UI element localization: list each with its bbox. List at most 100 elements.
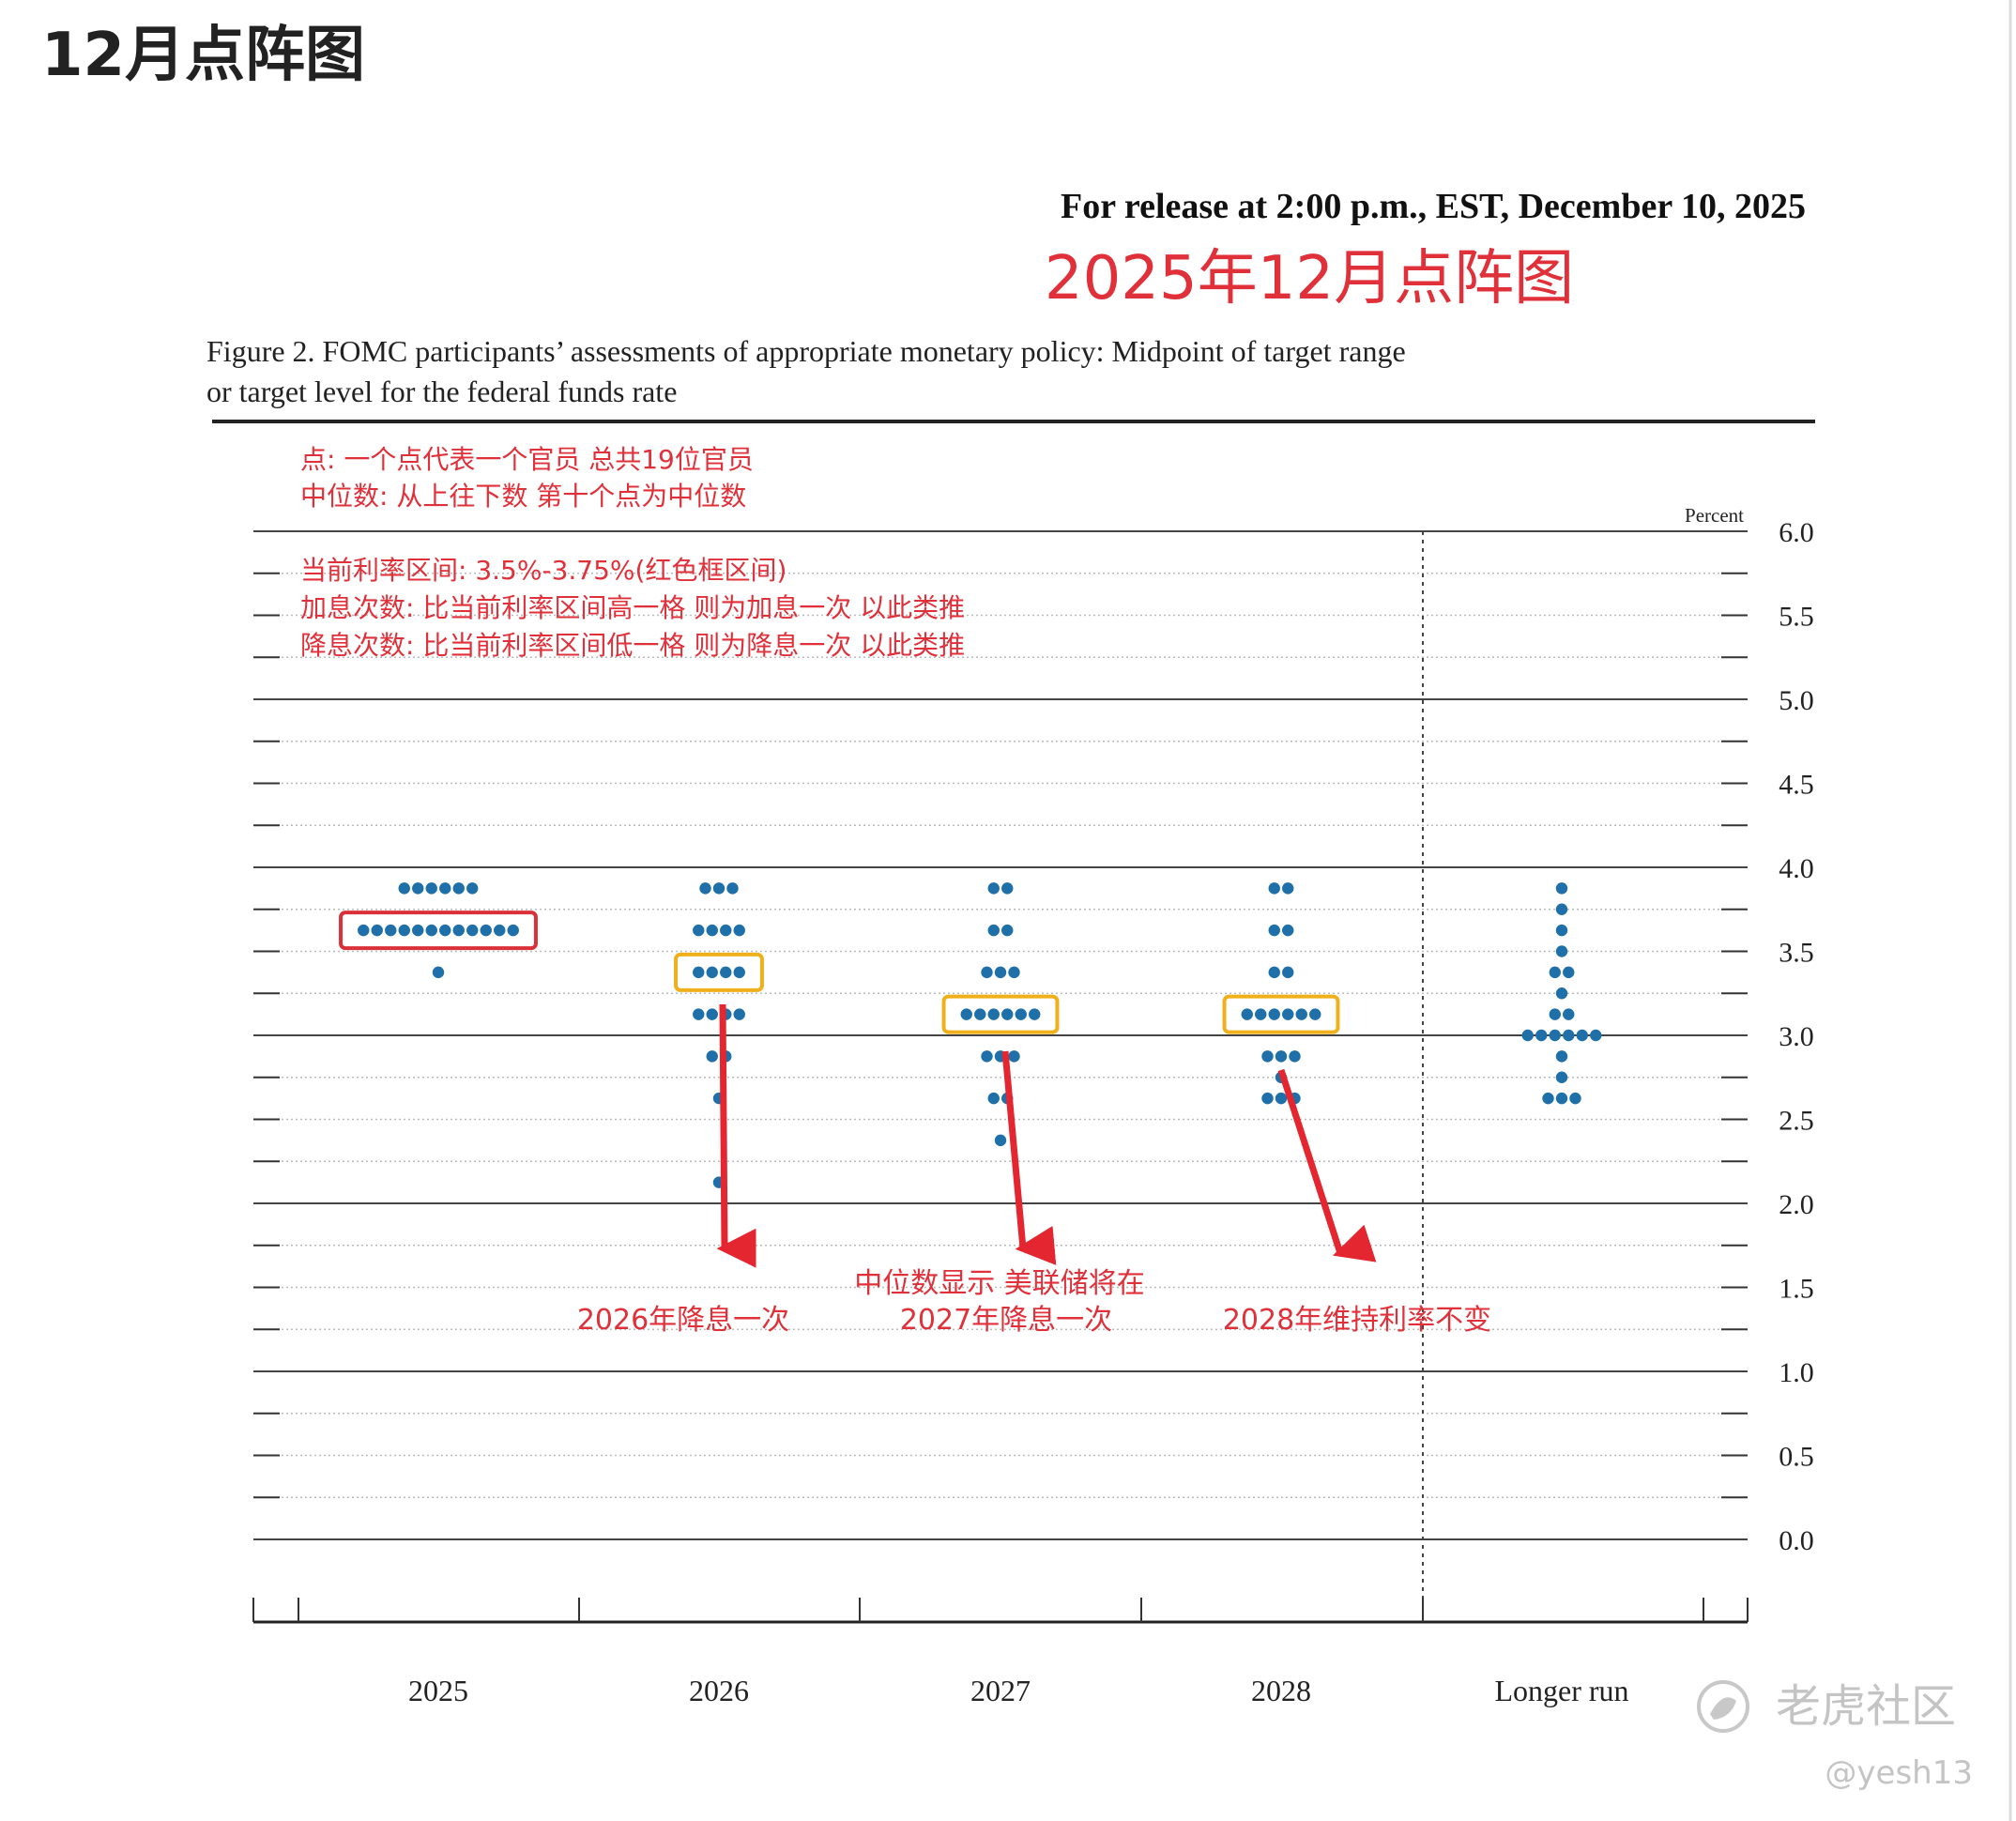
x-tick-label: 2026 — [689, 1674, 749, 1707]
x-tick-label: 2027 — [970, 1674, 1031, 1707]
chart-dot — [371, 924, 383, 937]
chart-dot — [1549, 1029, 1561, 1042]
chart-dot — [1282, 1008, 1294, 1020]
y-tick-label: 1.0 — [1779, 1357, 1814, 1388]
chart-dot — [1555, 882, 1568, 895]
chart-dot — [385, 924, 397, 937]
x-axis: 2025 2026 2027 2028 Longer run — [252, 1598, 1749, 1707]
chart-dot — [1261, 1092, 1274, 1105]
chart-dot — [726, 882, 739, 895]
watermark-brand: 老虎社区 — [1776, 1680, 1956, 1733]
y-tick-label: 2.5 — [1779, 1106, 1814, 1137]
watermark: 老虎社区 @yesh13 — [1697, 1680, 1973, 1792]
chart-dot — [1590, 1029, 1602, 1042]
chart-dot — [1555, 924, 1568, 937]
chart-dot — [987, 882, 1000, 895]
x-tick-label: 2028 — [1251, 1674, 1311, 1707]
arrow-2028 — [1277, 1068, 1377, 1262]
chart-dot — [1555, 1092, 1568, 1105]
chart-dot — [439, 924, 451, 937]
y-tick-label: 3.5 — [1779, 938, 1814, 969]
chart-dot — [1275, 1092, 1288, 1105]
highlight-boxes — [339, 910, 1340, 1034]
chart-dot — [1268, 924, 1280, 937]
headline-cn: 2025年12月点阵图 — [1045, 244, 1574, 314]
chart-dot — [712, 882, 725, 895]
chart-dot — [1282, 882, 1294, 895]
figure-caption-line2: or target level for the federal funds ra… — [206, 375, 677, 408]
annotation-2027-line1: 中位数显示 美联储将在 — [854, 1267, 1145, 1300]
chart-dot — [466, 924, 479, 937]
chart-dot — [1001, 1008, 1014, 1020]
chart-dot — [507, 924, 519, 937]
chart-dot — [1015, 1008, 1027, 1020]
chart-dot — [994, 1134, 1007, 1147]
y-axis-unit: Percent — [1685, 504, 1744, 527]
chart-dot — [432, 966, 445, 979]
y-tick-label: 6.0 — [1779, 517, 1814, 548]
median-box — [674, 952, 764, 992]
chart-dot — [358, 924, 370, 937]
chart-dot — [733, 966, 745, 979]
chart-dot — [733, 1008, 745, 1020]
chart-dot — [693, 1008, 705, 1020]
chart-dot — [693, 966, 705, 979]
y-tick-label: 3.0 — [1779, 1021, 1814, 1052]
chart-dot — [987, 924, 1000, 937]
chart-dot — [720, 924, 732, 937]
tiger-logo-icon — [1697, 1680, 1749, 1733]
chart-dot — [1268, 882, 1280, 895]
note-hike-rule: 加息次数: 比当前利率区间高一格 则为加息一次 以此类推 — [300, 592, 965, 623]
chart-dot — [1001, 924, 1014, 937]
chart-dot — [1555, 945, 1568, 957]
x-tick-label: 2025 — [408, 1674, 468, 1707]
y-axis-labels: 0.0 0.5 1.0 1.5 2.0 2.5 3.0 3.5 4.0 4.5 5.0 5.5 6.0 — [1779, 517, 1814, 1556]
chart-dot — [1282, 924, 1294, 937]
chart-dot — [1576, 1029, 1588, 1042]
arrow-2026 — [716, 1003, 756, 1268]
note-current-range: 当前利率区间: 3.5%-3.75%(红色框区间) — [300, 555, 787, 586]
chart-dot — [706, 1050, 718, 1063]
chart-dot — [480, 924, 492, 937]
chart-dot — [466, 882, 479, 895]
y-tick-label: 4.5 — [1779, 770, 1814, 801]
chart-dot — [1555, 1071, 1568, 1083]
chart-dot — [1535, 1029, 1548, 1042]
note-dot-meaning: 点: 一个点代表一个官员 总共19位官员 — [300, 444, 754, 475]
page-title: 12月点阵图 — [41, 21, 365, 90]
y-tick-label: 0.0 — [1779, 1525, 1814, 1556]
chart-dot — [706, 966, 718, 979]
y-tick-label: 4.0 — [1779, 853, 1814, 884]
watermark-user: @yesh13 — [1825, 1754, 1973, 1792]
chart-dot — [425, 924, 437, 937]
current-rate-box — [339, 910, 538, 951]
chart-dot — [1268, 966, 1280, 979]
chart-dot — [452, 924, 465, 937]
chart-dot — [452, 882, 465, 895]
chart-dot — [398, 924, 410, 937]
chart-dot — [1521, 1029, 1534, 1042]
y-tick-label: 5.0 — [1779, 685, 1814, 716]
tiger-logo-mark — [1710, 1697, 1736, 1720]
chart-dot — [720, 966, 732, 979]
y-tick-label: 5.5 — [1779, 602, 1814, 633]
chart-dot — [1268, 1008, 1280, 1020]
chart-dot — [1555, 987, 1568, 1000]
chart-dot — [1241, 1008, 1253, 1020]
chart-dot — [425, 882, 437, 895]
annotation-2028: 2028年维持利率不变 — [1223, 1304, 1491, 1337]
chart-dot — [1563, 1008, 1575, 1020]
chart-dot — [994, 966, 1007, 979]
chart-dot — [398, 882, 410, 895]
x-tick-label: Longer run — [1494, 1674, 1628, 1707]
chart-dot — [1549, 966, 1561, 979]
chart-dot — [1563, 966, 1575, 979]
chart-dot — [1275, 1050, 1288, 1063]
figure-caption-line1: Figure 2. FOMC participants’ assessments… — [206, 334, 1406, 368]
chart-dot — [733, 924, 745, 937]
chart-dot — [1555, 1050, 1568, 1063]
release-line: For release at 2:00 p.m., EST, December … — [1061, 187, 1806, 226]
median-box — [941, 994, 1060, 1034]
arrow-2027 — [1001, 1050, 1057, 1265]
